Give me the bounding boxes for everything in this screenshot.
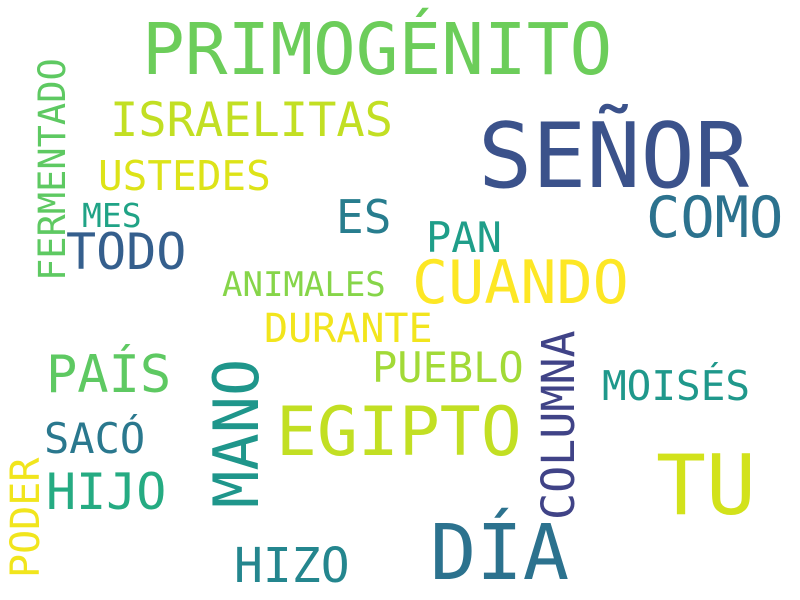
word-poder: PODER [3, 457, 49, 578]
word-hijo: HIJO [46, 463, 167, 521]
word-todo: TODO [66, 223, 187, 281]
word-es: ES [336, 190, 392, 244]
word-cuando: CUANDO [412, 248, 629, 318]
word-durante: DURANTE [264, 306, 433, 352]
word-mano: MANO [200, 358, 273, 508]
word-saco: SACÓ [44, 414, 146, 463]
word-hizo: HIZO [234, 538, 350, 594]
word-israelitas: ISRAELITAS [110, 93, 393, 148]
word-fermentado: FERMENTADO [31, 58, 74, 281]
word-tu: TU [656, 437, 756, 534]
word-primogenito: PRIMOGÉNITO [142, 8, 613, 91]
word-ustedes: USTEDES [98, 152, 271, 200]
word-animales: ANIMALES [222, 265, 386, 305]
word-columna: COLUMNA [532, 330, 585, 520]
word-dia: DÍA [430, 509, 570, 598]
word-moises: MOISÉS [602, 362, 751, 410]
word-mes: MES [82, 196, 142, 235]
word-como: COMO [646, 185, 784, 251]
word-pais: PAÍS [46, 345, 172, 405]
word-egipto: EGIPTO [276, 393, 522, 472]
word-pan: PAN [426, 213, 502, 262]
word-pueblo: PUEBLO [372, 343, 524, 392]
word-senor: SEÑOR [478, 104, 749, 209]
